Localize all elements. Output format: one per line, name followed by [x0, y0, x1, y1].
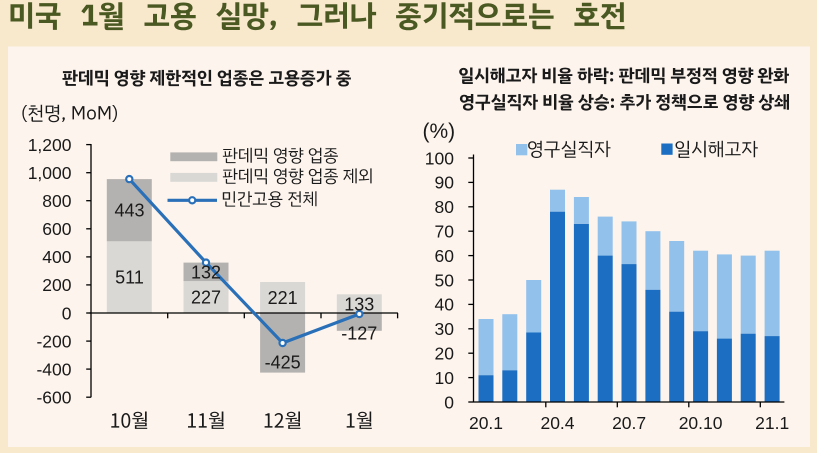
svg-text:80: 80: [435, 197, 455, 217]
svg-text:90: 90: [435, 173, 455, 193]
svg-text:20.4: 20.4: [540, 413, 574, 433]
svg-text:-127: -127: [341, 324, 377, 344]
svg-text:20.10: 20.10: [679, 413, 723, 433]
svg-text:70: 70: [435, 222, 455, 242]
svg-text:1,200: 1,200: [28, 135, 72, 155]
svg-text:800: 800: [42, 191, 71, 211]
svg-text:400: 400: [42, 247, 71, 267]
svg-text:0: 0: [444, 392, 454, 412]
svg-text:-400: -400: [36, 359, 71, 379]
svg-text:40: 40: [435, 295, 455, 315]
svg-text:-600: -600: [36, 388, 71, 408]
svg-text:200: 200: [42, 275, 71, 295]
svg-text:30: 30: [435, 319, 455, 339]
svg-text:10: 10: [435, 368, 455, 388]
svg-text:20.1: 20.1: [469, 413, 503, 433]
svg-text:100: 100: [425, 148, 454, 168]
svg-text:60: 60: [435, 246, 455, 266]
svg-text:511: 511: [115, 268, 144, 288]
svg-text:21.1: 21.1: [755, 413, 789, 433]
svg-text:132: 132: [191, 262, 221, 282]
svg-text:0: 0: [62, 303, 72, 323]
svg-text:443: 443: [114, 201, 144, 221]
svg-text:600: 600: [42, 219, 71, 239]
svg-text:50: 50: [435, 270, 455, 290]
svg-text:133: 133: [344, 294, 374, 314]
svg-text:20: 20: [435, 344, 455, 364]
svg-text:1,000: 1,000: [28, 163, 72, 183]
svg-text:227: 227: [191, 288, 221, 308]
svg-text:(%): (%): [423, 120, 456, 143]
svg-text:20.7: 20.7: [612, 413, 646, 433]
svg-text:-200: -200: [36, 331, 71, 351]
svg-text:221: 221: [268, 288, 298, 308]
svg-text:-425: -425: [265, 353, 301, 373]
